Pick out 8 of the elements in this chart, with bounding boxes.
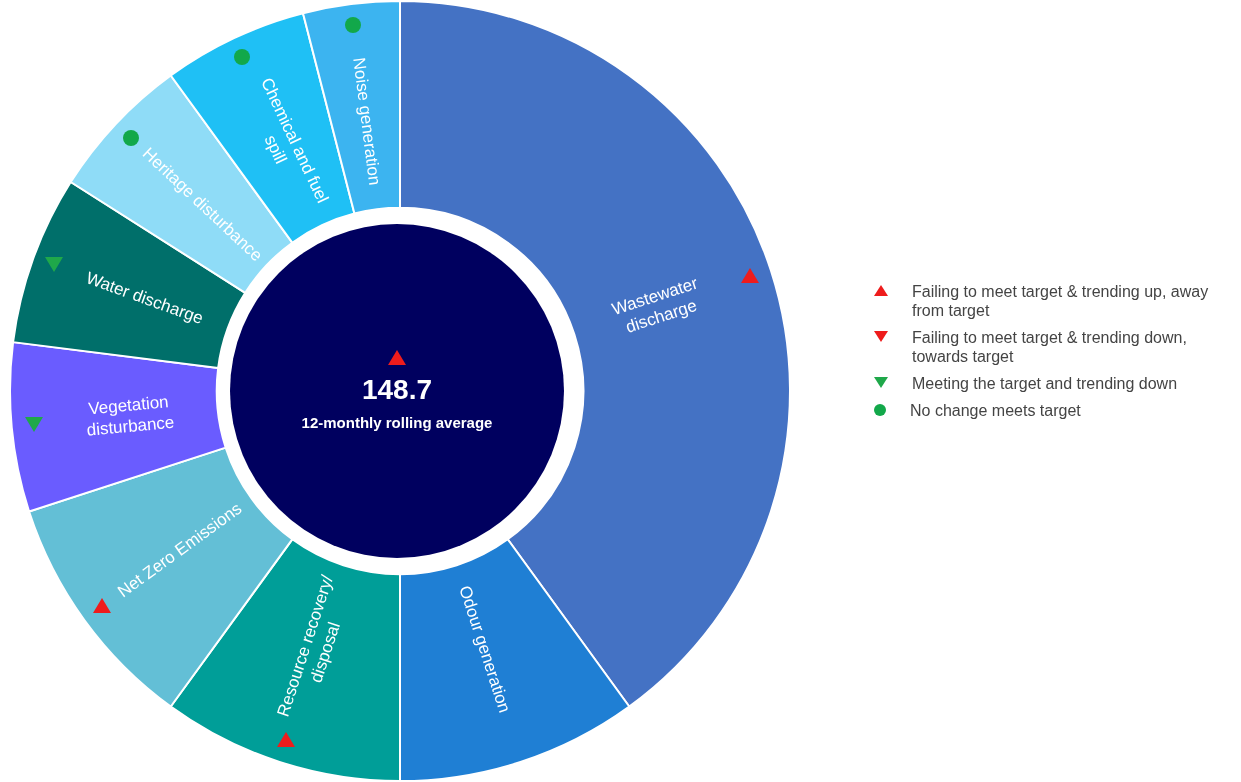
text: Meeting the target and trending down [912,374,1178,393]
text: No change meets target [910,401,1081,420]
text: 12-monthly rolling average [300,414,494,431]
slice-label: Vegetation disturbance [85,392,176,440]
slice-label: Noise generation [349,56,385,187]
text: 148.7 [360,374,434,406]
text: Failing to meet target & trending down, towards target [912,328,1188,366]
text: Failing to meet target & trending up, away from target [912,282,1210,320]
